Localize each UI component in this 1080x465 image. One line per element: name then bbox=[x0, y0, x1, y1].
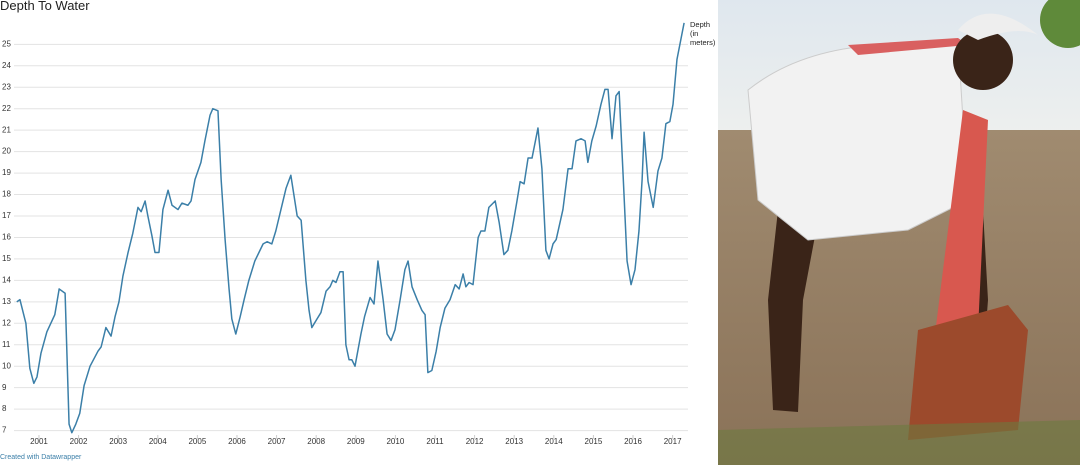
chart-title: Depth To Water bbox=[0, 0, 90, 13]
x-tick-label: 2006 bbox=[228, 437, 246, 446]
y-tick-label: 8 bbox=[2, 404, 7, 413]
x-tick-label: 2001 bbox=[30, 437, 48, 446]
y-tick-label: 22 bbox=[2, 104, 11, 113]
y-tick-label: 17 bbox=[2, 211, 11, 220]
y-tick-label: 7 bbox=[2, 426, 7, 435]
x-tick-label: 2007 bbox=[268, 437, 286, 446]
x-tick-label: 2008 bbox=[307, 437, 325, 446]
x-tick-label: 2002 bbox=[70, 437, 88, 446]
y-tick-label: 15 bbox=[2, 254, 11, 263]
x-tick-label: 2009 bbox=[347, 437, 365, 446]
y-tick-label: 19 bbox=[2, 168, 11, 177]
x-tick-label: 2003 bbox=[109, 437, 127, 446]
y-tick-label: 13 bbox=[2, 297, 11, 306]
y-tick-label: 16 bbox=[2, 233, 11, 242]
x-tick-label: 2016 bbox=[624, 437, 642, 446]
x-tick-label: 2005 bbox=[188, 437, 206, 446]
y-tick-label: 20 bbox=[2, 147, 11, 156]
x-tick-label: 2011 bbox=[426, 437, 444, 446]
x-tick-label: 2013 bbox=[505, 437, 523, 446]
x-tick-label: 2014 bbox=[545, 437, 563, 446]
data-line bbox=[16, 22, 685, 434]
chart: 7 8 9 10 11 12 13 14 15 16 17 18 19 20 21 22 23 24 25 2001 2… bbox=[2, 22, 688, 446]
series-label: Depth (in meters) bbox=[690, 20, 716, 47]
y-tick-label: 12 bbox=[2, 318, 11, 327]
x-tick-label: 2017 bbox=[664, 437, 682, 446]
y-tick-label: 18 bbox=[2, 190, 11, 199]
x-tick-label: 2012 bbox=[466, 437, 484, 446]
x-tick-label: 2010 bbox=[386, 437, 404, 446]
y-tick-label: 11 bbox=[2, 340, 11, 349]
y-tick-label: 23 bbox=[2, 82, 11, 91]
y-tick-label: 25 bbox=[2, 39, 11, 48]
credit: Created with Datawrapper bbox=[0, 454, 82, 461]
y-tick-label: 10 bbox=[2, 361, 11, 370]
y-tick-label: 21 bbox=[2, 125, 11, 134]
x-tick-label: 2015 bbox=[585, 437, 603, 446]
x-tick-label: 2004 bbox=[149, 437, 167, 446]
y-tick-label: 14 bbox=[2, 275, 11, 284]
y-tick-label: 24 bbox=[2, 61, 11, 70]
photo bbox=[718, 0, 1080, 465]
y-tick-label: 9 bbox=[2, 383, 7, 392]
